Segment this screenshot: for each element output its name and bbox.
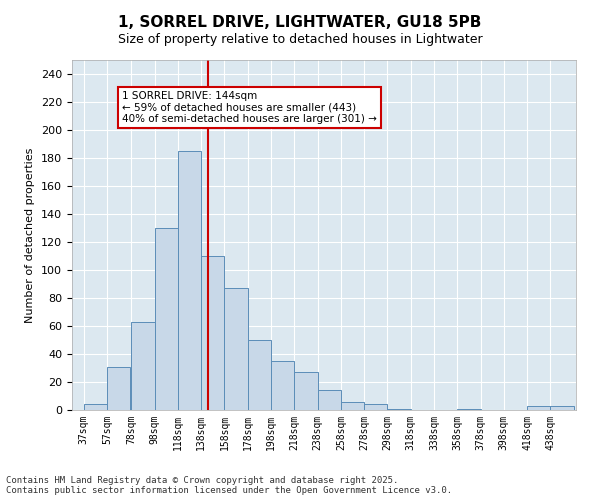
Bar	[131, 322, 155, 410]
Bar	[178, 151, 201, 410]
Text: Contains HM Land Registry data © Crown copyright and database right 2025.
Contai: Contains HM Land Registry data © Crown c…	[6, 476, 452, 495]
Bar	[295, 372, 317, 410]
Bar	[155, 228, 178, 410]
Text: 1 SORREL DRIVE: 144sqm
← 59% of detached houses are smaller (443)
40% of semi-de: 1 SORREL DRIVE: 144sqm ← 59% of detached…	[122, 91, 377, 124]
Text: Size of property relative to detached houses in Lightwater: Size of property relative to detached ho…	[118, 32, 482, 46]
Y-axis label: Number of detached properties: Number of detached properties	[25, 148, 35, 322]
Bar	[83, 404, 107, 410]
Bar	[107, 366, 130, 410]
Bar	[457, 408, 481, 410]
Bar	[201, 256, 224, 410]
Bar	[550, 406, 574, 410]
Bar	[388, 408, 411, 410]
Bar	[224, 288, 248, 410]
Bar	[341, 402, 364, 410]
Text: 1, SORREL DRIVE, LIGHTWATER, GU18 5PB: 1, SORREL DRIVE, LIGHTWATER, GU18 5PB	[118, 15, 482, 30]
Bar	[527, 406, 550, 410]
Bar	[364, 404, 388, 410]
Bar	[317, 390, 341, 410]
Bar	[248, 340, 271, 410]
Bar	[271, 361, 295, 410]
